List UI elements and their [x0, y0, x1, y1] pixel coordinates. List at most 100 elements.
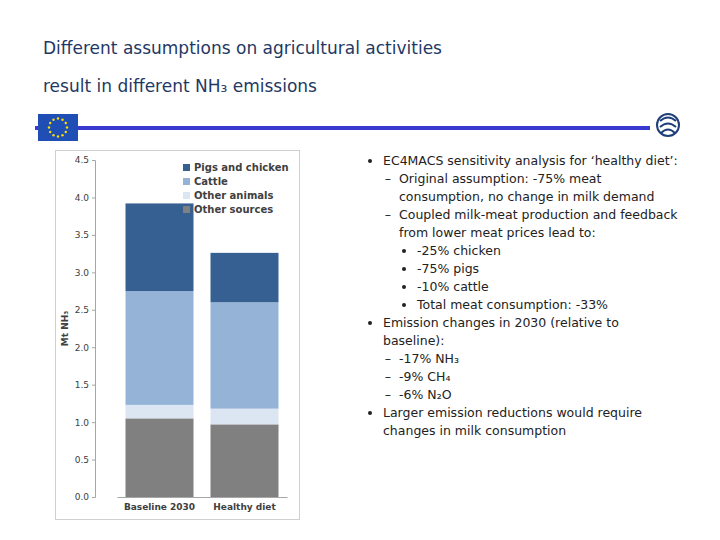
legend-label: Other animals [194, 190, 273, 201]
y-tick: 2.0 [75, 343, 95, 353]
bar-segment [211, 424, 279, 497]
header-bar [35, 126, 650, 130]
eu-logo-star [49, 131, 51, 133]
bullet-item: -75% pigs [417, 260, 684, 278]
y-tick: 4.5 [75, 155, 95, 165]
bullet-text: -25% chicken [417, 243, 501, 258]
bullet-item: -17% NH₃ [399, 350, 684, 368]
iiasa-logo-ring [657, 114, 679, 136]
y-tick-mark [92, 422, 95, 423]
y-tick-label: 4.5 [75, 155, 89, 165]
bullet-item: -9% CH₄ [399, 368, 684, 386]
y-tick: 1.5 [75, 380, 95, 390]
bullet-item: Total meat consumption: -33% [417, 296, 684, 314]
y-tick-mark [92, 347, 95, 348]
bullet-text: Coupled milk-meat production and feedbac… [399, 207, 678, 240]
y-tick-label: 1.5 [75, 380, 89, 390]
x-tick: Healthy diet [213, 497, 276, 512]
bullet-item: Larger emission reductions would require… [383, 404, 684, 440]
series [126, 291, 279, 409]
slide-title: Different assumptions on agricultural ac… [43, 38, 442, 58]
header-decoration [0, 0, 720, 160]
eu-logo-star [52, 134, 54, 136]
y-tick-mark [92, 385, 95, 386]
bullet-level-3: -25% chicken -75% pigs -10% cattle Total me… [399, 242, 684, 314]
bullet-item: -6% N₂O [399, 386, 684, 404]
y-tick: 0.0 [75, 492, 95, 502]
chart: 0.0 0.5 1.0 1.5 2.0 2.5 3.0 3.5 4.0 4.5 Baseline 2… [55, 150, 300, 520]
y-tick-label: 1.0 [75, 417, 90, 427]
y-tick: 3.5 [75, 230, 95, 240]
x-axis-line [118, 497, 288, 498]
bar-segment [126, 203, 194, 291]
x-tick-label: Baseline 2030 [124, 502, 195, 512]
y-tick-label: 3.0 [75, 268, 90, 278]
legend-swatch [183, 164, 190, 171]
bar-segment [126, 418, 194, 497]
bullet-text: Emission changes in 2030 (relative to ba… [383, 315, 619, 348]
eu-logo [38, 114, 78, 141]
series [126, 418, 279, 497]
legend-swatch [183, 192, 190, 199]
y-tick: 4.0 [75, 193, 95, 203]
bullet-item: Original assumption: -75% meat consumpti… [399, 170, 684, 206]
y-axis-line [92, 161, 96, 498]
y-tick-label: 2.5 [75, 305, 89, 315]
bar-segment [211, 302, 279, 408]
bullet-text: -9% CH₄ [399, 369, 450, 384]
bullet-text: -10% cattle [417, 279, 489, 294]
bullet-level-2: Original assumption: -75% meat consumpti… [383, 170, 684, 314]
legend-label: Other sources [194, 204, 273, 215]
legend: Pigs and chicken Cattle Other animals Other… [183, 162, 289, 215]
y-tick-label: 4.0 [75, 193, 90, 203]
y-tick: 1.0 [75, 417, 95, 427]
eu-logo-star [61, 134, 63, 136]
y-tick-mark [92, 272, 95, 273]
y-tick-label: 0.0 [75, 492, 90, 502]
eu-logo-star [52, 119, 54, 121]
bullet-item: -25% chicken [417, 242, 684, 260]
bullet-item: Emission changes in 2030 (relative to ba… [383, 314, 684, 404]
bar-segment [211, 409, 279, 425]
y-tick: 3.0 [75, 268, 95, 278]
eu-logo-star [48, 126, 50, 128]
slide-title: result in different NH₃ emissions [43, 76, 317, 96]
y-tick-label: 3.5 [75, 230, 89, 240]
bullet-text: EC4MACS sensitivity analysis for ‘health… [383, 153, 678, 168]
series [126, 203, 279, 302]
y-tick: 0.5 [75, 455, 95, 465]
bullet-item: EC4MACS sensitivity analysis for ‘health… [383, 152, 684, 314]
y-tick-mark [92, 460, 95, 461]
bullet-text: Total meat consumption: -33% [417, 297, 608, 312]
bar-segment [126, 405, 194, 418]
bullet-text: -17% NH₃ [399, 351, 459, 366]
iiasa-logo-waves [660, 118, 676, 134]
y-tick-label: 0.5 [75, 455, 89, 465]
y-axis: 0.0 0.5 1.0 1.5 2.0 2.5 3.0 3.5 4.0 4.5 [75, 155, 96, 502]
eu-logo-star [57, 117, 59, 119]
legend-label: Cattle [194, 176, 228, 187]
eu-logo-star [57, 135, 59, 137]
bullet-level-1: EC4MACS sensitivity analysis for ‘health… [366, 152, 684, 440]
legend-label: Pigs and chicken [194, 162, 289, 173]
bullet-list: EC4MACS sensitivity analysis for ‘health… [366, 152, 684, 440]
x-tick-label: Healthy diet [213, 502, 276, 512]
bullet-level-2: -17% NH₃ -9% CH₄ -6% N₂O [383, 350, 684, 404]
y-tick-mark [92, 310, 95, 311]
bullet-text: -75% pigs [417, 261, 479, 276]
iiasa-logo [657, 114, 679, 136]
legend-swatch [183, 178, 190, 185]
bullet-text: -6% N₂O [399, 387, 452, 402]
y-tick-mark [92, 235, 95, 236]
bullet-text: Original assumption: -75% meat consumpti… [399, 171, 654, 204]
x-tick: Baseline 2030 [124, 497, 195, 512]
y-tick-label: 2.0 [75, 343, 90, 353]
bullet-text: Larger emission reductions would require… [383, 405, 642, 438]
bar-segment [126, 291, 194, 405]
chart-frame [56, 151, 300, 520]
legend-item: Other animals [183, 190, 273, 201]
y-tick-mark [92, 197, 95, 198]
eu-logo-star [61, 119, 63, 121]
eu-logo-star [49, 122, 51, 124]
bar-segment [211, 253, 279, 302]
